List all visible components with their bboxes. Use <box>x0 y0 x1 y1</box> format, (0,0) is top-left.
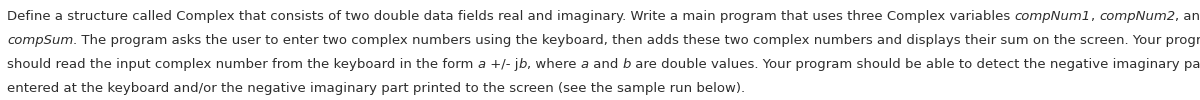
Text: entered at the keyboard and/or the negative imaginary part printed to the screen: entered at the keyboard and/or the negat… <box>7 82 745 95</box>
Text: compNum2: compNum2 <box>1099 10 1175 23</box>
Text: a: a <box>581 58 589 71</box>
Text: ,: , <box>1091 10 1099 23</box>
Text: , and: , and <box>1175 10 1200 23</box>
Text: compNum1: compNum1 <box>1015 10 1091 23</box>
Text: , where: , where <box>527 58 581 71</box>
Text: Define a structure called Complex that consists of two double data fields real a: Define a structure called Complex that c… <box>7 10 1015 23</box>
Text: +/- j: +/- j <box>486 58 518 71</box>
Text: are double values. Your program should be able to detect the negative imaginary : are double values. Your program should b… <box>631 58 1200 71</box>
Text: compSum: compSum <box>7 34 73 47</box>
Text: b: b <box>623 58 631 71</box>
Text: and: and <box>589 58 623 71</box>
Text: should read the input complex number from the keyboard in the form: should read the input complex number fro… <box>7 58 478 71</box>
Text: . The program asks the user to enter two complex numbers using the keyboard, the: . The program asks the user to enter two… <box>73 34 1200 47</box>
Text: a: a <box>478 58 486 71</box>
Text: b: b <box>518 58 527 71</box>
